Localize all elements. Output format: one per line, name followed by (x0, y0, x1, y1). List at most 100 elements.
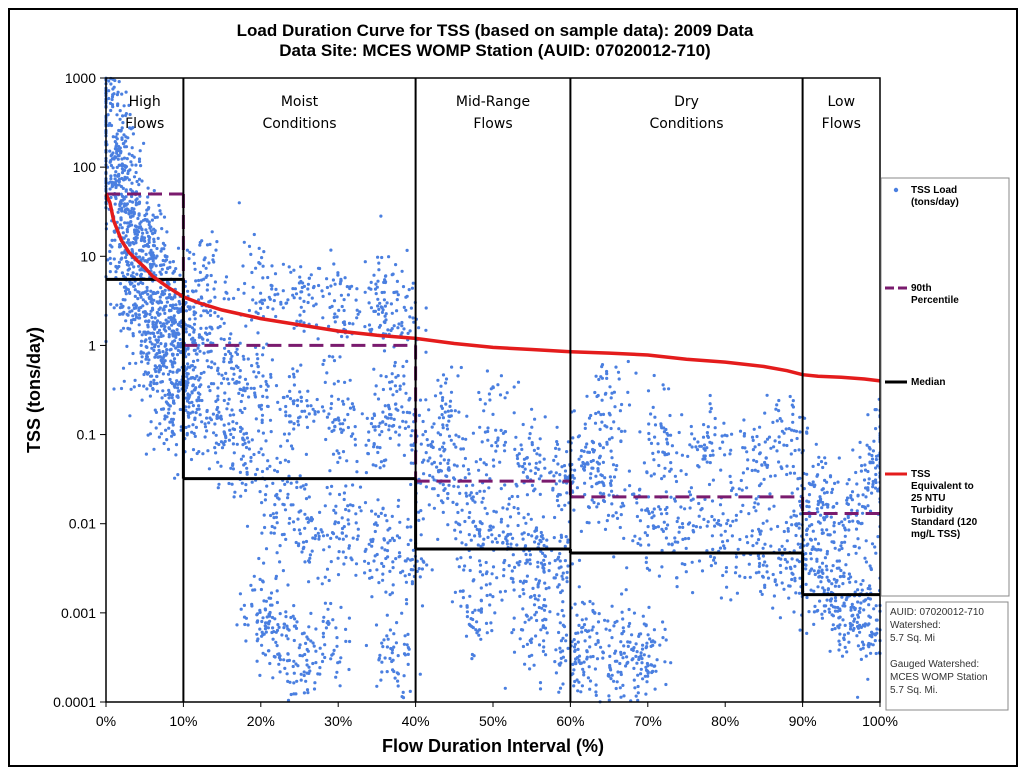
scatter-point (227, 481, 231, 486)
scatter-point (388, 628, 392, 632)
scatter-point (251, 298, 255, 302)
scatter-point (170, 396, 174, 400)
scatter-point (711, 453, 715, 457)
scatter-point (855, 620, 859, 625)
scatter-point (848, 580, 852, 584)
scatter-point (216, 326, 220, 330)
scatter-point (407, 425, 411, 429)
scatter-point (186, 365, 190, 369)
scatter-point (141, 310, 146, 314)
scatter-point (579, 454, 583, 458)
scatter-point (275, 492, 279, 497)
scatter-point (284, 404, 288, 409)
scatter-point (390, 311, 394, 315)
scatter-point (131, 314, 135, 318)
scatter-point (314, 302, 318, 306)
scatter-point (304, 452, 308, 456)
scatter-point (163, 393, 167, 397)
scatter-point (513, 447, 517, 451)
scatter-point (172, 321, 176, 325)
scatter-point (828, 598, 833, 602)
scatter-point (129, 274, 134, 278)
scatter-point (833, 627, 837, 631)
scatter-point (461, 589, 465, 593)
scatter-point (397, 551, 402, 555)
scatter-point (769, 544, 773, 548)
scatter-point (173, 476, 177, 480)
scatter-point (827, 607, 831, 611)
scatter-point (793, 564, 797, 568)
scatter-point (261, 453, 265, 457)
scatter-point (518, 637, 522, 641)
scatter-point (334, 626, 338, 630)
scatter-point (393, 360, 397, 365)
scatter-point (306, 282, 310, 286)
scatter-point (543, 554, 548, 559)
scatter-point (336, 460, 340, 464)
scatter-point (363, 325, 367, 329)
scatter-point (265, 395, 269, 399)
scatter-point (271, 307, 275, 311)
scatter-point (265, 484, 269, 488)
scatter-point (411, 568, 415, 572)
scatter-point (634, 654, 638, 659)
scatter-point (341, 428, 345, 432)
scatter-point (607, 698, 611, 702)
scatter-point (576, 640, 580, 644)
scatter-point (341, 422, 345, 426)
scatter-point (298, 313, 302, 317)
scatter-point (719, 533, 723, 537)
scatter-point (860, 588, 864, 592)
scatter-point (120, 256, 124, 260)
scatter-point (595, 505, 599, 509)
scatter-point (543, 415, 547, 419)
scatter-point (554, 471, 558, 475)
scatter-point (559, 535, 564, 540)
scatter-point (299, 319, 303, 323)
scatter-point (515, 456, 520, 461)
scatter-point (580, 684, 585, 688)
scatter-point (334, 511, 338, 515)
scatter-point (854, 470, 858, 475)
scatter-point (440, 398, 445, 402)
scatter-point (577, 680, 581, 684)
scatter-point (184, 425, 188, 430)
scatter-point (606, 672, 611, 677)
scatter-point (109, 302, 113, 306)
scatter-point (602, 499, 607, 504)
scatter-point (354, 512, 358, 516)
scatter-point (581, 667, 585, 671)
scatter-point (202, 351, 206, 355)
scatter-point (810, 483, 814, 487)
scatter-point (148, 394, 152, 398)
scatter-point (295, 319, 299, 323)
scatter-point (203, 331, 208, 335)
scatter-point (751, 544, 755, 548)
scatter-point (264, 493, 268, 497)
scatter-point (797, 560, 802, 564)
scatter-point (837, 626, 841, 630)
scatter-point (323, 643, 327, 647)
scatter-point (401, 410, 405, 414)
scatter-point (178, 302, 182, 306)
scatter-point (502, 561, 506, 565)
scatter-point (637, 657, 641, 662)
scatter-point (245, 524, 250, 528)
scatter-point (468, 493, 472, 497)
scatter-point (347, 546, 351, 550)
scatter-point (591, 447, 595, 452)
scatter-point (863, 506, 868, 510)
scatter-point (327, 324, 331, 328)
scatter-point (167, 333, 171, 337)
scatter-point (257, 246, 261, 250)
scatter-point (541, 566, 545, 570)
scatter-point (132, 210, 136, 215)
scatter-point (191, 376, 195, 380)
scatter-point (314, 661, 318, 665)
scatter-point (599, 375, 603, 379)
scatter-point (521, 607, 525, 611)
scatter-point (227, 382, 231, 386)
scatter-point (853, 590, 857, 594)
scatter-point (753, 445, 757, 449)
scatter-point (166, 372, 171, 376)
